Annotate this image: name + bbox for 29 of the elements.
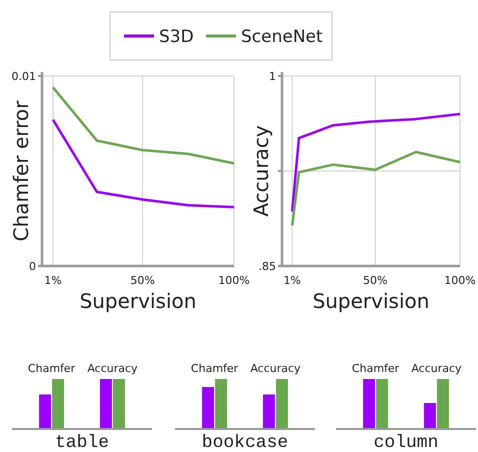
y-tick-label: 1 [269,70,276,83]
y-tick-label: 0.01 [12,70,36,83]
x-axis-title: bookcase [202,433,288,452]
y-axis-title: Accuracy [249,125,273,217]
x-tick-label: 1% [283,274,301,287]
x-axis-title: Supervision [80,289,196,313]
x-axis-title: column [374,433,438,452]
x-tick-label: 50% [130,274,155,287]
x-tick-label: 100% [444,274,476,287]
x-tick-label: Chamfer [28,362,76,375]
x-axis-title: Supervision [312,289,430,313]
x-axis-title: table [54,433,110,452]
x-tick-label: Accuracy [87,362,138,375]
line-series [52,86,236,165]
x-tick-label: 1% [44,274,62,287]
x-tick-label: 100% [218,274,250,287]
x-tick-label: Chamfer [352,362,400,375]
y-axis-title: Chamfer error [9,100,33,242]
line-series [52,118,236,208]
x-tick-label: Chamfer [190,362,239,375]
x-tick-label: Accuracy [250,362,302,375]
x-tick-label: 50% [363,274,388,287]
legend-label: SceneNet [241,27,324,47]
y-tick-label: .85 [258,260,276,273]
line-series [290,112,462,213]
line-series [290,150,462,227]
y-tick-label: 0 [29,260,36,273]
legend-label: S3D [159,27,194,47]
x-tick-label: Accuracy [411,362,462,375]
